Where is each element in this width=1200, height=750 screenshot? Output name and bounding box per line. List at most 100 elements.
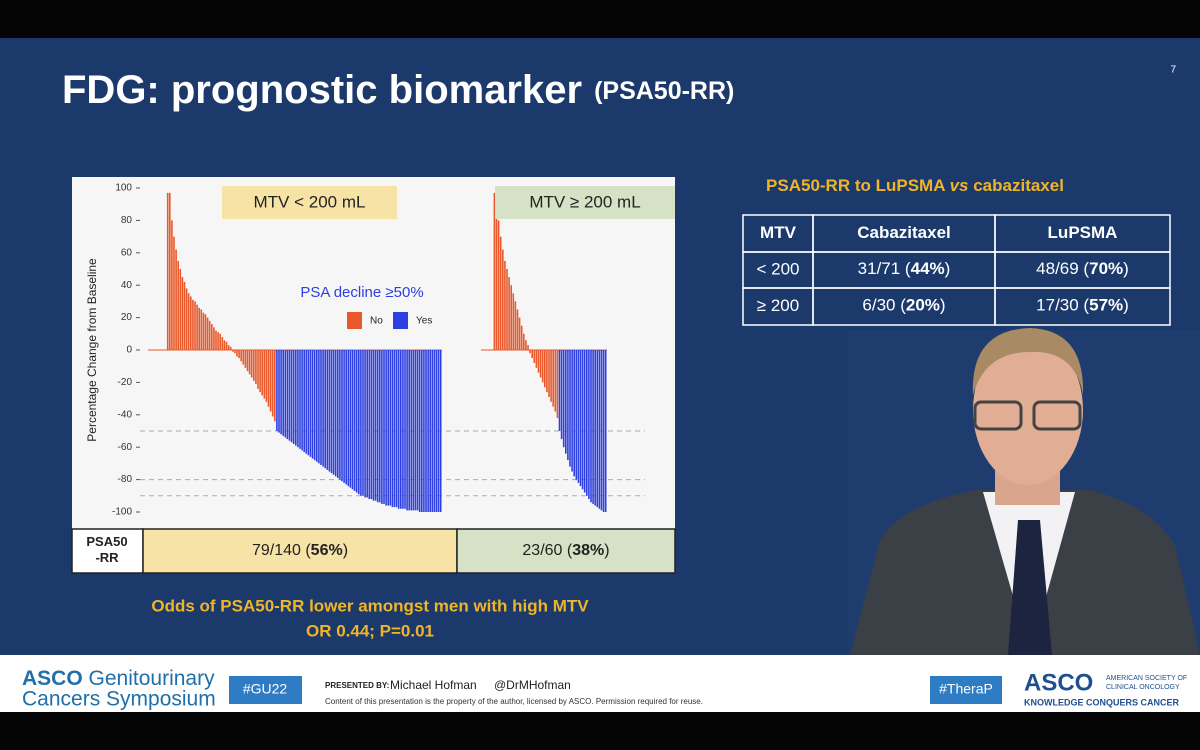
- bar: [594, 350, 596, 506]
- y-tick-label: -20: [118, 377, 133, 388]
- bar: [213, 327, 215, 350]
- table-cell-part: ): [1123, 259, 1129, 278]
- symposium-name: ASCO Genitourinary: [22, 667, 215, 690]
- bar: [343, 350, 345, 483]
- glasses: [973, 400, 1023, 431]
- bar: [280, 350, 282, 435]
- bar: [263, 350, 266, 399]
- table-cell-part: 70%: [1089, 259, 1123, 278]
- bar: [506, 269, 508, 350]
- panel-label-box: [495, 186, 675, 219]
- bar: [295, 350, 297, 446]
- result-part: 38%: [572, 542, 604, 559]
- table-cell-text: ≥ 200: [757, 296, 799, 315]
- bar: [362, 350, 364, 496]
- table-cell-part: 57%: [1089, 296, 1123, 315]
- bar: [531, 350, 533, 359]
- bar: [183, 281, 186, 350]
- bar: [166, 192, 169, 350]
- bar: [219, 333, 221, 350]
- y-tick-label: -60: [118, 442, 133, 453]
- bar: [190, 296, 192, 350]
- bar: [328, 350, 331, 472]
- bar: [577, 350, 580, 483]
- bar: [512, 293, 515, 350]
- bar: [349, 350, 352, 488]
- bar: [579, 350, 582, 487]
- bar: [211, 324, 213, 350]
- bar: [179, 269, 182, 350]
- bar: [431, 350, 434, 512]
- row-label-cell: [71, 528, 144, 574]
- bar: [194, 301, 196, 350]
- bar: [529, 350, 531, 354]
- bar: [433, 350, 436, 512]
- legend-title: PSA decline ≥50%: [300, 284, 423, 301]
- bar: [389, 350, 392, 506]
- bar: [383, 350, 385, 504]
- bar: [592, 350, 594, 504]
- bar: [217, 332, 219, 350]
- bar: [261, 350, 263, 396]
- bar: [495, 204, 498, 350]
- bar: [368, 350, 371, 500]
- table-cell-text: 17/30 (57%): [1036, 296, 1129, 315]
- bar: [242, 350, 245, 365]
- side-title-part: vs: [950, 176, 969, 195]
- brand: ASCO: [22, 667, 83, 690]
- odds-line: Odds of PSA50-RR lower amongst men with …: [151, 596, 589, 615]
- bar: [284, 350, 287, 438]
- bar: [278, 350, 280, 433]
- y-tick-label: 80: [121, 215, 133, 226]
- bar: [364, 350, 366, 498]
- bar: [602, 350, 605, 512]
- bar: [391, 350, 394, 508]
- bar: [351, 350, 354, 490]
- asco-logo: ASCO: [1024, 669, 1093, 696]
- bar: [305, 350, 308, 454]
- bar: [421, 350, 423, 512]
- bar: [345, 350, 347, 485]
- bar: [414, 350, 417, 511]
- bar: [173, 236, 175, 350]
- bar: [244, 350, 247, 368]
- row-label-line: PSA50: [86, 534, 127, 549]
- bar: [581, 350, 584, 490]
- bar: [604, 350, 607, 512]
- result-cell: [456, 528, 676, 574]
- bar: [322, 350, 324, 467]
- bar: [520, 325, 523, 350]
- table-cell-part: 6/30 (: [862, 296, 906, 315]
- result-part: ): [604, 542, 609, 559]
- bar: [171, 220, 173, 350]
- odds-line: OR 0.44; P=0.01: [306, 621, 434, 640]
- y-axis-label: Percentage Change from Baseline: [85, 258, 99, 442]
- bar: [282, 350, 284, 436]
- bar: [408, 350, 410, 511]
- side-title: PSA50-RR to LuPSMA vs cabazitaxel: [766, 176, 1064, 195]
- bar: [192, 299, 194, 350]
- handle: @DrMHofman: [494, 678, 571, 692]
- hashtag-box: [930, 676, 1002, 704]
- bar: [198, 307, 200, 350]
- table-cell-part: 20%: [906, 296, 940, 315]
- bar: [590, 350, 592, 503]
- bar: [200, 309, 203, 350]
- hashtag-box: [229, 676, 302, 704]
- legend-label: No: [370, 316, 383, 327]
- bar: [221, 337, 224, 350]
- bar: [527, 345, 529, 350]
- legend-label: Yes: [416, 316, 432, 327]
- bar: [215, 330, 217, 350]
- bar: [406, 350, 408, 511]
- bar: [232, 350, 234, 352]
- bar: [316, 350, 318, 462]
- side-title-part: PSA50-RR to LuPSMA: [766, 176, 950, 195]
- row-label: PSA50 -RR: [86, 534, 127, 565]
- bar: [334, 350, 337, 477]
- title-main: FDG: prognostic biomarker: [62, 68, 582, 112]
- table-header: Cabazitaxel: [857, 223, 951, 242]
- legend-swatch: [347, 312, 362, 329]
- bar: [504, 260, 506, 350]
- y-tick-label: 20: [121, 312, 133, 323]
